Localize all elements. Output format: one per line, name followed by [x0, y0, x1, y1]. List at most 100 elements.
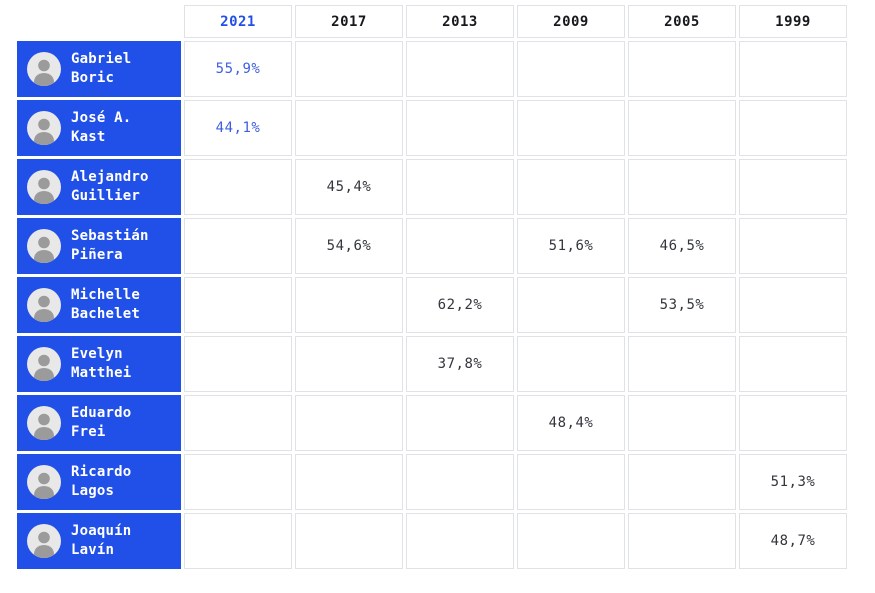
result-cell	[406, 395, 514, 451]
person-icon	[34, 531, 54, 558]
candidate-name: Gabriel Boric	[71, 50, 131, 88]
result-cell: 51,3%	[739, 454, 847, 510]
candidate-cell: Evelyn Matthei	[17, 336, 181, 392]
candidate-last-name: Piñera	[71, 247, 123, 263]
result-cell	[517, 100, 625, 156]
result-cell	[184, 218, 292, 274]
year-header-2009[interactable]: 2009	[517, 5, 625, 38]
candidate-cell: Gabriel Boric	[17, 41, 181, 97]
candidate-last-name: Kast	[71, 129, 106, 145]
candidate-last-name: Frei	[71, 424, 106, 440]
candidate-cell: Sebastián Piñera	[17, 218, 181, 274]
result-cell	[184, 513, 292, 569]
year-header-2017[interactable]: 2017	[295, 5, 403, 38]
candidate-first-name: Michelle	[71, 287, 141, 303]
avatar	[27, 170, 61, 204]
result-cell	[517, 454, 625, 510]
candidate-first-name: José A.	[71, 110, 132, 126]
row-ricardo-lagos: Ricardo Lagos 51,3%	[17, 454, 847, 510]
row-joaquin-lavin: Joaquín Lavín 48,7%	[17, 513, 847, 569]
candidate-last-name: Guillier	[71, 188, 141, 204]
candidate-name: José A. Kast	[71, 109, 131, 147]
result-cell	[739, 159, 847, 215]
result-cell	[628, 159, 736, 215]
result-cell	[184, 454, 292, 510]
candidate-first-name: Eduardo	[71, 405, 132, 421]
year-header-1999[interactable]: 1999	[739, 5, 847, 38]
year-header-2013[interactable]: 2013	[406, 5, 514, 38]
candidate-last-name: Boric	[71, 70, 115, 86]
candidate-cell: Alejandro Guillier	[17, 159, 181, 215]
result-cell	[295, 41, 403, 97]
corner-cell	[17, 5, 181, 38]
year-header-2021[interactable]: 2021	[184, 5, 292, 38]
result-cell	[295, 454, 403, 510]
candidate-name: Alejandro Guillier	[71, 168, 149, 206]
candidate-name: Michelle Bachelet	[71, 286, 140, 324]
candidate-name: Joaquín Lavín	[71, 522, 131, 560]
candidate-first-name: Ricardo	[71, 464, 132, 480]
result-cell	[184, 277, 292, 333]
result-cell	[628, 336, 736, 392]
year-header-2005[interactable]: 2005	[628, 5, 736, 38]
result-cell: 48,7%	[739, 513, 847, 569]
candidate-name: Ricardo Lagos	[71, 463, 131, 501]
avatar	[27, 111, 61, 145]
result-cell	[739, 395, 847, 451]
avatar	[27, 406, 61, 440]
avatar	[27, 288, 61, 322]
result-cell: 55,9%	[184, 41, 292, 97]
result-cell	[295, 100, 403, 156]
avatar	[27, 524, 61, 558]
result-cell	[406, 159, 514, 215]
result-cell	[517, 41, 625, 97]
candidate-last-name: Matthei	[71, 365, 132, 381]
candidate-first-name: Sebastián	[71, 228, 149, 244]
person-icon	[34, 413, 54, 440]
result-cell	[406, 218, 514, 274]
result-cell	[739, 100, 847, 156]
result-cell	[517, 513, 625, 569]
candidate-first-name: Joaquín	[71, 523, 132, 539]
person-icon	[34, 354, 54, 381]
result-cell	[295, 513, 403, 569]
result-cell: 54,6%	[295, 218, 403, 274]
result-cell	[406, 100, 514, 156]
row-gabriel-boric: Gabriel Boric 55,9%	[17, 41, 847, 97]
candidate-first-name: Evelyn	[71, 346, 123, 362]
person-icon	[34, 295, 54, 322]
result-cell	[406, 454, 514, 510]
row-sebastian-pinera: Sebastián Piñera 54,6% 51,6% 46,5%	[17, 218, 847, 274]
result-cell	[184, 159, 292, 215]
candidate-last-name: Lavín	[71, 542, 115, 558]
result-cell	[628, 454, 736, 510]
candidate-name: Evelyn Matthei	[71, 345, 131, 383]
results-table: 2021 2017 2013 2009 2005 1999 Gabriel Bo…	[14, 2, 850, 572]
result-cell	[628, 513, 736, 569]
candidate-name: Sebastián Piñera	[71, 227, 149, 265]
person-icon	[34, 177, 54, 204]
row-eduardo-frei: Eduardo Frei 48,4%	[17, 395, 847, 451]
avatar	[27, 347, 61, 381]
result-cell	[739, 41, 847, 97]
result-cell: 44,1%	[184, 100, 292, 156]
result-cell: 51,6%	[517, 218, 625, 274]
result-cell: 46,5%	[628, 218, 736, 274]
row-jose-kast: José A. Kast 44,1%	[17, 100, 847, 156]
row-michelle-bachelet: Michelle Bachelet 62,2% 53,5%	[17, 277, 847, 333]
result-cell	[739, 277, 847, 333]
person-icon	[34, 118, 54, 145]
result-cell	[517, 277, 625, 333]
result-cell: 53,5%	[628, 277, 736, 333]
result-cell	[406, 513, 514, 569]
person-icon	[34, 236, 54, 263]
result-cell: 45,4%	[295, 159, 403, 215]
result-cell	[517, 159, 625, 215]
result-cell: 37,8%	[406, 336, 514, 392]
person-icon	[34, 59, 54, 86]
candidate-cell: Michelle Bachelet	[17, 277, 181, 333]
result-cell	[406, 41, 514, 97]
result-cell	[295, 277, 403, 333]
candidate-first-name: Gabriel	[71, 51, 132, 67]
row-alejandro-guillier: Alejandro Guillier 45,4%	[17, 159, 847, 215]
